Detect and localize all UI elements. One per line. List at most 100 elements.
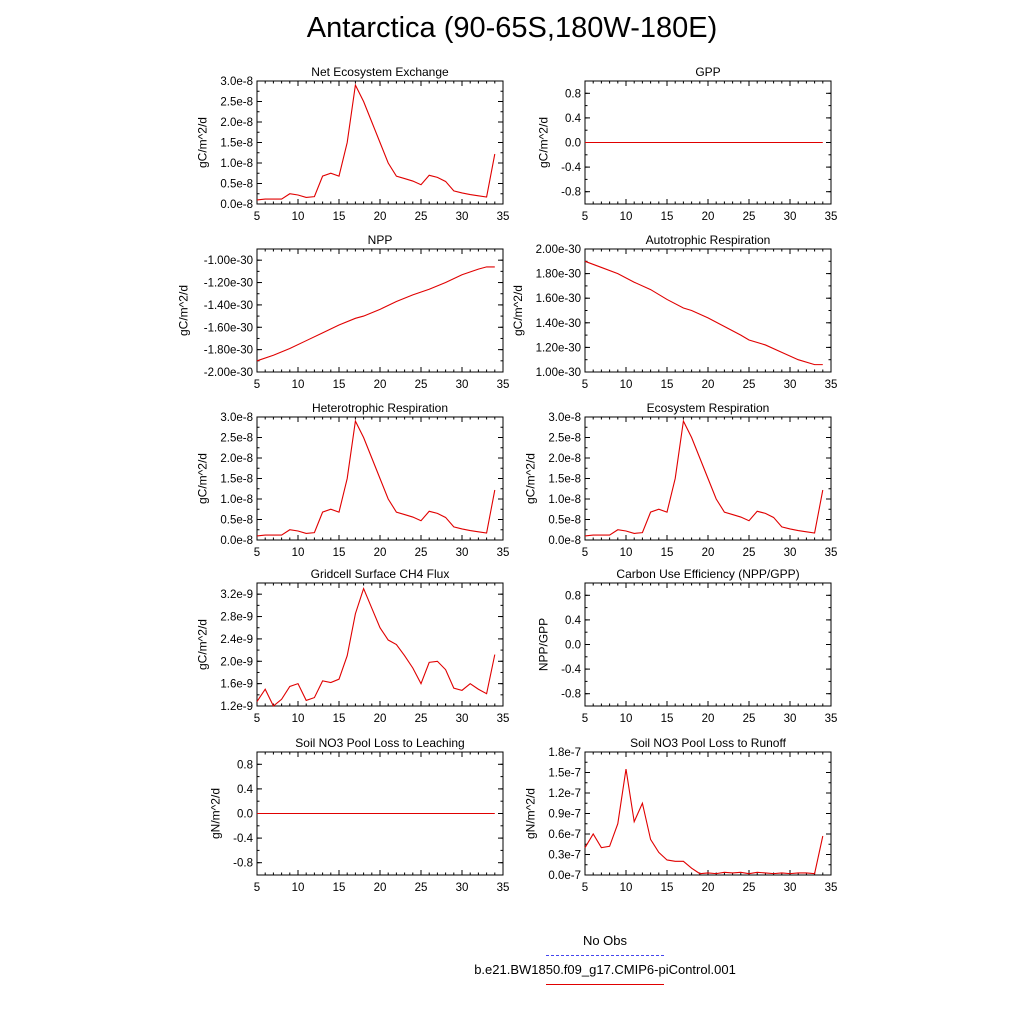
panel-3-ytick-label: 1.20e-30 bbox=[536, 342, 581, 354]
panel-9-ylabel: gN/m^2/d bbox=[524, 788, 538, 839]
panel-1-ytick-label: 0.8 bbox=[565, 88, 581, 100]
panel-4-ytick-label: 2.0e-8 bbox=[220, 453, 253, 465]
panel-0-series-line bbox=[256, 83, 496, 201]
panel-9-ytick-label: 0.3e-7 bbox=[548, 850, 581, 862]
panel-7-ytick-label: 0.4 bbox=[565, 615, 582, 627]
panel-3-xtick-label: 15 bbox=[661, 379, 674, 391]
panel-7-frame bbox=[584, 582, 832, 707]
panel-6-xtick-label: 5 bbox=[254, 713, 260, 725]
panel-0-ytick-label: 3.0e-8 bbox=[220, 76, 253, 88]
panel-7-ytick-label: -0.8 bbox=[561, 689, 581, 701]
panel-0-xtick-label: 25 bbox=[415, 211, 428, 223]
panel-6-ytick-label: 1.2e-9 bbox=[220, 701, 253, 713]
panel-3-ytick-label: 1.60e-30 bbox=[536, 293, 581, 305]
panel-8-ytick-label: -0.8 bbox=[233, 858, 253, 870]
panel-8-xtick-label: 10 bbox=[292, 882, 305, 894]
panel-5-ytick-label: 0.0e-8 bbox=[548, 535, 581, 547]
panel-9-title: Soil NO3 Pool Loss to Runoff bbox=[630, 736, 787, 750]
panel-9-ytick-label: 0.0e-7 bbox=[548, 870, 581, 882]
panel-7-xtick-label: 25 bbox=[743, 713, 756, 725]
panel-1-ytick-label: -0.8 bbox=[561, 187, 581, 199]
panel-4-xtick-label: 35 bbox=[497, 547, 510, 559]
panel-7-xtick-label: 15 bbox=[661, 713, 674, 725]
panel-9-xtick-label: 30 bbox=[784, 882, 797, 894]
panel-2-xtick-label: 25 bbox=[415, 379, 428, 391]
panel-9-ytick-label: 0.9e-7 bbox=[548, 809, 581, 821]
panel-6-xtick-label: 25 bbox=[415, 713, 428, 725]
panel-1-xtick-label: 20 bbox=[702, 211, 715, 223]
panel-0-ytick-label: 0.5e-8 bbox=[220, 179, 253, 191]
panel-8-xtick-label: 25 bbox=[415, 882, 428, 894]
panel-2-ytick-label: -1.00e-30 bbox=[204, 255, 253, 267]
panel-0-ytick-label: 0.0e-8 bbox=[220, 199, 253, 211]
panel-9-xtick-label: 25 bbox=[743, 882, 756, 894]
panel-3-frame bbox=[584, 248, 832, 373]
panel-7-xtick-label: 20 bbox=[702, 713, 715, 725]
panel-5-xtick-label: 35 bbox=[825, 547, 838, 559]
panel-9-frame bbox=[584, 751, 832, 876]
panel-2-xtick-label: 35 bbox=[497, 379, 510, 391]
panel-1-ylabel: gC/m^2/d bbox=[536, 117, 550, 168]
panel-9-xtick-label: 35 bbox=[825, 882, 838, 894]
panel-8-xtick-label: 30 bbox=[456, 882, 469, 894]
panel-5-ytick-label: 0.5e-8 bbox=[548, 515, 581, 527]
panel-0-ytick-label: 1.5e-8 bbox=[220, 138, 253, 150]
panel-6-ytick-label: 2.4e-9 bbox=[220, 634, 253, 646]
panel-4-ytick-label: 3.0e-8 bbox=[220, 412, 253, 424]
panel-9-xtick-label: 15 bbox=[661, 882, 674, 894]
panel-6-xtick-label: 35 bbox=[497, 713, 510, 725]
panel-5-ytick-label: 2.0e-8 bbox=[548, 453, 581, 465]
panel-9-xtick-label: 10 bbox=[620, 882, 633, 894]
panel-4-series-line bbox=[256, 419, 496, 537]
panel-2-ytick-label: -1.80e-30 bbox=[204, 345, 253, 357]
panel-7-xtick-label: 30 bbox=[784, 713, 797, 725]
panel-6-ytick-label: 3.2e-9 bbox=[220, 589, 253, 601]
panel-0-xtick-label: 35 bbox=[497, 211, 510, 223]
panel-6-xtick-label: 15 bbox=[333, 713, 346, 725]
panel-0-xtick-label: 10 bbox=[292, 211, 305, 223]
panel-8-xtick-label: 15 bbox=[333, 882, 346, 894]
panel-8-title: Soil NO3 Pool Loss to Leaching bbox=[295, 736, 464, 750]
panel-9-ytick-label: 1.8e-7 bbox=[548, 747, 581, 759]
panel-5-xtick-label: 10 bbox=[620, 547, 633, 559]
panel-6-ytick-label: 1.6e-9 bbox=[220, 679, 253, 691]
panel-8-ytick-label: 0.4 bbox=[237, 784, 254, 796]
panel-1-xtick-label: 10 bbox=[620, 211, 633, 223]
panel-8-ytick-label: 0.8 bbox=[237, 759, 253, 771]
panel-8-xtick-label: 35 bbox=[497, 882, 510, 894]
panel-5-ytick-label: 1.5e-8 bbox=[548, 474, 581, 486]
panel-7-ytick-label: 0.0 bbox=[565, 640, 581, 652]
panel-5-xtick-label: 20 bbox=[702, 547, 715, 559]
panel-6-title: Gridcell Surface CH4 Flux bbox=[311, 567, 450, 581]
panel-4-xtick-label: 25 bbox=[415, 547, 428, 559]
panel-2-frame bbox=[256, 248, 504, 373]
panel-9-ytick-label: 1.5e-7 bbox=[548, 768, 581, 780]
panel-4-ytick-label: 0.5e-8 bbox=[220, 515, 253, 527]
panel-4-xtick-label: 5 bbox=[254, 547, 260, 559]
panel-8-ytick-label: -0.4 bbox=[233, 833, 253, 845]
panel-5-ytick-label: 3.0e-8 bbox=[548, 412, 581, 424]
panel-6-ytick-label: 2.8e-9 bbox=[220, 612, 253, 624]
panel-0-title: Net Ecosystem Exchange bbox=[311, 65, 449, 79]
panel-5-ytick-label: 2.5e-8 bbox=[548, 433, 581, 445]
panel-2-ytick-label: -1.20e-30 bbox=[204, 278, 253, 290]
panel-3-xtick-label: 35 bbox=[825, 379, 838, 391]
panel-8-ylabel: gN/m^2/d bbox=[208, 788, 222, 839]
panel-5-title: Ecosystem Respiration bbox=[647, 401, 770, 415]
panel-6-series-line bbox=[256, 587, 496, 707]
panel-2-xtick-label: 10 bbox=[292, 379, 305, 391]
panel-6-ylabel: gC/m^2/d bbox=[196, 619, 210, 670]
panel-4-xtick-label: 20 bbox=[374, 547, 387, 559]
panel-7-xtick-label: 5 bbox=[582, 713, 588, 725]
panel-1-xtick-label: 30 bbox=[784, 211, 797, 223]
panel-4-ytick-label: 1.0e-8 bbox=[220, 494, 253, 506]
panel-4-ytick-label: 0.0e-8 bbox=[220, 535, 253, 547]
panel-1-ytick-label: -0.4 bbox=[561, 162, 581, 174]
panel-2-ytick-label: -2.00e-30 bbox=[204, 367, 253, 379]
panel-7-title: Carbon Use Efficiency (NPP/GPP) bbox=[616, 567, 799, 581]
panel-1-xtick-label: 15 bbox=[661, 211, 674, 223]
panel-1-ytick-label: 0.4 bbox=[565, 113, 582, 125]
panel-6-ytick-label: 2.0e-9 bbox=[220, 656, 253, 668]
panel-2-xtick-label: 15 bbox=[333, 379, 346, 391]
